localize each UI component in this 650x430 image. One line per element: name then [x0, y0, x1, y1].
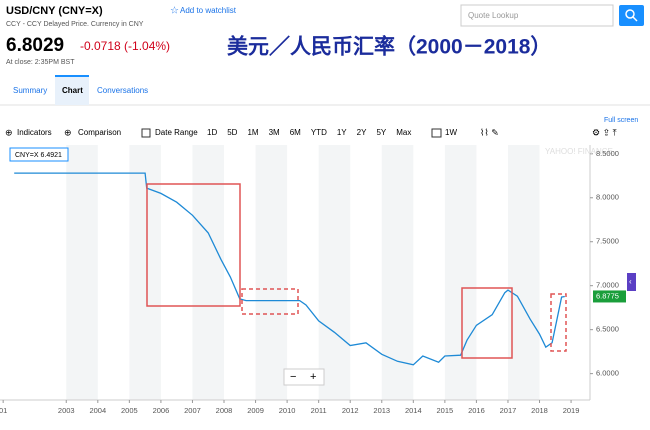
tab[interactable]: Summary	[13, 86, 47, 95]
plot	[0, 145, 593, 403]
range-button[interactable]: Max	[396, 128, 411, 137]
x-tick-label: 2003	[58, 406, 75, 415]
watchlist[interactable]: Add to watchlist	[180, 6, 237, 15]
zoom-in[interactable]: +	[310, 371, 316, 383]
highlight-box	[241, 288, 299, 315]
star-icon: ☆	[170, 6, 179, 17]
year-band	[192, 145, 225, 400]
search-placeholder: Quote Lookup	[468, 11, 519, 20]
tab[interactable]: Chart	[62, 86, 83, 95]
x-tick-label: 2004	[89, 406, 106, 415]
highlight-box	[461, 287, 513, 359]
x-tick-label: 01	[0, 406, 7, 415]
close-time: At close: 2:35PM BST	[6, 59, 75, 66]
range-button[interactable]: 1D	[207, 128, 217, 137]
range-button[interactable]: 3M	[269, 128, 280, 137]
x-tick-label: 2010	[279, 406, 296, 415]
x-tick-label: 2017	[500, 406, 517, 415]
year-band	[255, 145, 288, 400]
last-value-tag	[593, 290, 626, 303]
range-button[interactable]: YTD	[311, 128, 327, 137]
search-icon	[625, 9, 635, 19]
toolbar-item[interactable]: Indicators	[17, 128, 52, 137]
search-box[interactable]	[460, 4, 614, 27]
icon: ⚙ ⇪ ⤒	[592, 127, 617, 137]
price: 6.8029	[6, 35, 64, 56]
icon: ⌇⌇ ✎	[480, 127, 499, 137]
active-tab	[55, 76, 89, 105]
toolbar-item[interactable]: Comparison	[78, 128, 121, 137]
x-tick-label: 2019	[563, 406, 580, 415]
range-button[interactable]: 5Y	[376, 128, 386, 137]
year-band	[66, 145, 98, 400]
y-tick-label: 6.0000	[596, 369, 619, 378]
x-tick-label: 2007	[184, 406, 201, 415]
price-line	[14, 172, 565, 366]
x-tick-label: 2014	[405, 406, 422, 415]
year-band	[129, 145, 161, 400]
full-screen[interactable]: Full screen	[604, 117, 638, 124]
range-button[interactable]: 1M	[247, 128, 258, 137]
last-value-label: 6.8775	[596, 291, 619, 300]
year-band	[318, 145, 351, 400]
toolbar-item[interactable]: Date Range	[155, 128, 198, 137]
y-tick-label: 6.5000	[596, 325, 619, 334]
highlight-box	[146, 183, 241, 307]
icon: ⊕	[5, 127, 13, 137]
overlay-title: 美元／人民币汇率（2000－2018）	[227, 35, 551, 59]
tab[interactable]: Conversations	[97, 86, 148, 95]
y-tick-label: 8.0000	[596, 193, 619, 202]
y-tick-label: 7.0000	[596, 281, 619, 290]
y-tick-label: 7.5000	[596, 237, 619, 246]
x-tick-label: 2012	[342, 406, 359, 415]
x-tick-label: 2005	[121, 406, 138, 415]
x-tick-label: 2013	[373, 406, 390, 415]
interval-icon	[431, 128, 442, 138]
crosshair-label: CNY=X 6.4921	[15, 152, 62, 159]
highlight-box	[550, 293, 567, 352]
x-tick-label: 2015	[437, 406, 454, 415]
range-button[interactable]: 6M	[290, 128, 301, 137]
y-tick-label: 8.5000	[596, 149, 619, 158]
year-band	[381, 145, 414, 400]
x-tick-label: 2008	[216, 406, 233, 415]
toolbar-item[interactable]: 1W	[445, 128, 457, 137]
watermark: YAHOO! FINANCE	[545, 147, 613, 156]
icon: ⊕	[64, 127, 72, 137]
symbol: USD/CNY (CNY=X)	[6, 5, 103, 17]
x-tick-label: 2009	[247, 406, 264, 415]
search-button[interactable]	[619, 5, 644, 26]
side-toggle[interactable]	[627, 273, 636, 291]
zoom-control[interactable]	[283, 368, 325, 386]
range-button[interactable]: 5D	[227, 128, 237, 137]
x-tick-label: 2018	[531, 406, 548, 415]
year-band	[444, 145, 477, 400]
search-icon	[632, 16, 638, 22]
x-tick-label: 2011	[311, 406, 327, 415]
range-button[interactable]: 2Y	[357, 128, 367, 137]
x-tick-label: 2016	[468, 406, 485, 415]
zoom-out[interactable]: −	[290, 371, 296, 383]
crosshair-box	[9, 147, 69, 162]
calendar-icon	[141, 128, 151, 138]
range-button[interactable]: 1Y	[337, 128, 347, 137]
year-band	[507, 145, 540, 400]
subtitle: CCY - CCY Delayed Price. Currency in CNY	[6, 21, 144, 28]
change: -0.0718 (-1.04%)	[80, 39, 170, 53]
side-toggle-icon: ‹	[629, 277, 632, 286]
x-tick-label: 2006	[153, 406, 170, 415]
